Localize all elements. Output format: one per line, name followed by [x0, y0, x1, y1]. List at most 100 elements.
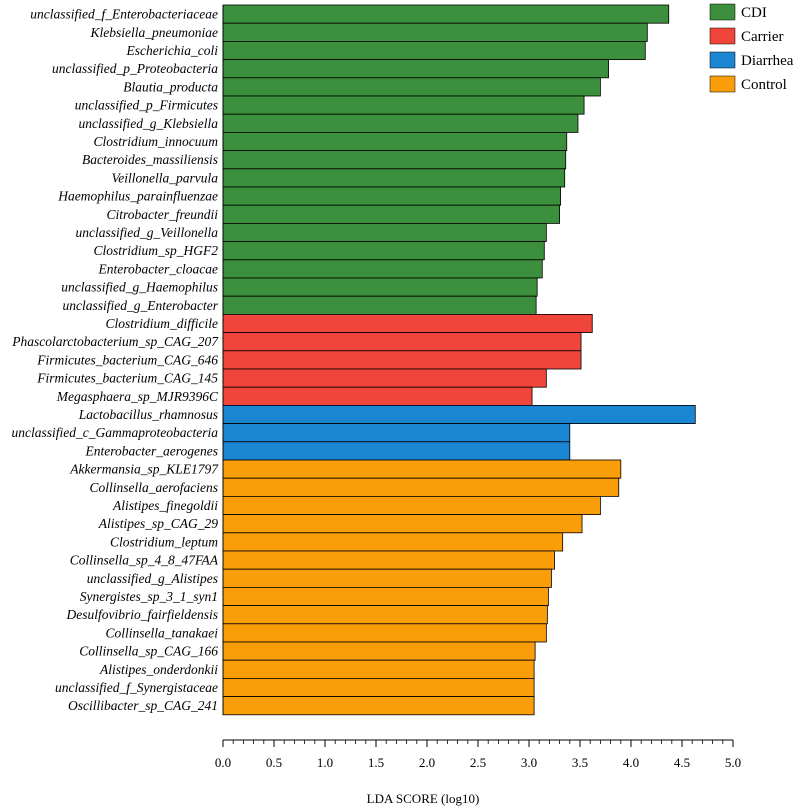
category-label: Collinsella_aerofaciens [90, 480, 219, 495]
category-label: Clostridium_leptum [110, 534, 218, 549]
bar [222, 605, 548, 625]
category-label: unclassified_c_Gammaproteobacteria [12, 425, 219, 440]
category-label: Akkermansia_sp_KLE1797 [69, 462, 219, 477]
category-label: Enterobacter_aerogenes [85, 443, 218, 458]
category-label: Escherichia_coli [126, 43, 219, 58]
x-tick-label: 2.5 [470, 755, 486, 770]
x-tick-label: 3.0 [521, 755, 537, 770]
bar [222, 41, 646, 61]
category-label: Lactobacillus_rhamnosus [78, 407, 218, 422]
bar [222, 113, 579, 133]
category-label: Firmicutes_bacterium_CAG_145 [36, 371, 218, 386]
category-label: unclassified_g_Alistipes [87, 571, 218, 586]
bar [222, 404, 696, 424]
bar [222, 277, 538, 297]
x-tick-label: 2.0 [419, 755, 435, 770]
category-label: unclassified_f_Synergistaceae [55, 680, 218, 695]
bar [222, 514, 583, 534]
bar [222, 532, 564, 552]
category-label: unclassified_g_Haemophilus [61, 280, 218, 295]
bar [222, 368, 547, 388]
category-label: Bacteroides_massiliensis [82, 152, 218, 167]
bar [222, 222, 547, 242]
bar [222, 459, 622, 479]
category-label: Megasphaera_sp_MJR9396C [56, 389, 219, 404]
category-label: unclassified_f_Enterobacteriaceae [30, 7, 218, 22]
category-labels: unclassified_f_Enterobacteriaceae Klebsie… [11, 7, 219, 714]
bar [222, 150, 567, 170]
category-label: Clostridium_innocuum [93, 134, 218, 149]
category-label: Collinsella_tanakaei [106, 625, 219, 640]
bar [222, 59, 609, 79]
legend-label: Diarrhea [741, 53, 794, 69]
bar [222, 678, 535, 698]
category-label: Alistipes_sp_CAG_29 [98, 516, 219, 531]
category-label: Oscillibacter_sp_CAG_241 [68, 698, 218, 713]
category-label: Citrobacter_freundii [107, 207, 219, 222]
legend-swatch [709, 75, 736, 93]
bar [222, 22, 648, 42]
category-label: Alistipes_onderdonkii [99, 662, 218, 677]
bar [222, 495, 601, 515]
category-label: Clostridium_sp_HGF2 [93, 243, 218, 258]
category-label: Clostridium_difficile [105, 316, 218, 331]
x-tick-label: 0.5 [266, 755, 282, 770]
bar [222, 259, 543, 279]
bar [222, 241, 545, 261]
category-label: Haemophilus_parainfluenzae [57, 189, 218, 204]
bar [222, 95, 585, 115]
bar [222, 168, 566, 188]
bar [222, 641, 536, 661]
bar [222, 204, 561, 224]
category-label: unclassified_g_Klebsiella [79, 116, 219, 131]
bar [222, 313, 593, 333]
x-axis: 0.0 0.5 1.0 1.5 2.0 2.5 3.0 3.5 4.0 4.5 5.0 [215, 5, 741, 770]
x-tick-label: 1.5 [368, 755, 384, 770]
bar [222, 131, 568, 151]
legend-label: Control [741, 77, 787, 93]
bar [222, 386, 533, 406]
x-tick-label: 0.0 [215, 755, 231, 770]
bar [222, 477, 620, 497]
category-label: Collinsella_sp_4_8_47FAA [70, 553, 219, 568]
bar [222, 696, 535, 716]
category-label: Desulfovibrio_fairfieldensis [66, 607, 219, 622]
x-axis-title: LDA SCORE (log10) [367, 791, 480, 806]
bar [222, 4, 670, 24]
bar [222, 350, 582, 370]
legend: CDI Carrier Diarrhea Control [709, 3, 794, 93]
category-label: Veillonella_parvula [112, 170, 219, 185]
bar [222, 623, 547, 643]
category-label: Synergistes_sp_3_1_syn1 [80, 589, 218, 604]
x-tick-label: 5.0 [725, 755, 741, 770]
category-label: Phascolarctobacterium_sp_CAG_207 [11, 334, 219, 349]
category-label: Alistipes_finegoldii [112, 498, 218, 513]
bar [222, 332, 582, 352]
category-label: unclassified_p_Proteobacteria [52, 61, 218, 76]
legend-label: CDI [741, 5, 767, 21]
bar [222, 659, 535, 679]
bar [222, 550, 555, 570]
category-label: Enterobacter_cloacae [98, 261, 218, 276]
category-label: unclassified_g_Veillonella [76, 225, 219, 240]
legend-swatch [709, 51, 736, 69]
bar [222, 186, 562, 206]
bar [222, 423, 571, 443]
legend-swatch [709, 27, 736, 45]
legend-swatch [709, 3, 736, 21]
category-label: unclassified_g_Enterobacter [63, 298, 219, 313]
category-label: Firmicutes_bacterium_CAG_646 [36, 352, 218, 367]
bar [222, 568, 552, 588]
x-tick-label: 3.5 [572, 755, 588, 770]
x-tick-label: 4.0 [623, 755, 639, 770]
bar [222, 587, 549, 607]
category-label: Collinsella_sp_CAG_166 [79, 644, 218, 659]
bar [222, 295, 537, 315]
x-tick-label: 4.5 [674, 755, 690, 770]
bars-layer [222, 4, 696, 716]
category-label: Blautia_producta [123, 79, 218, 94]
category-label: Klebsiella_pneumoniae [90, 25, 218, 40]
category-label: unclassified_p_Firmicutes [75, 98, 218, 113]
legend-label: Carrier [741, 29, 783, 45]
